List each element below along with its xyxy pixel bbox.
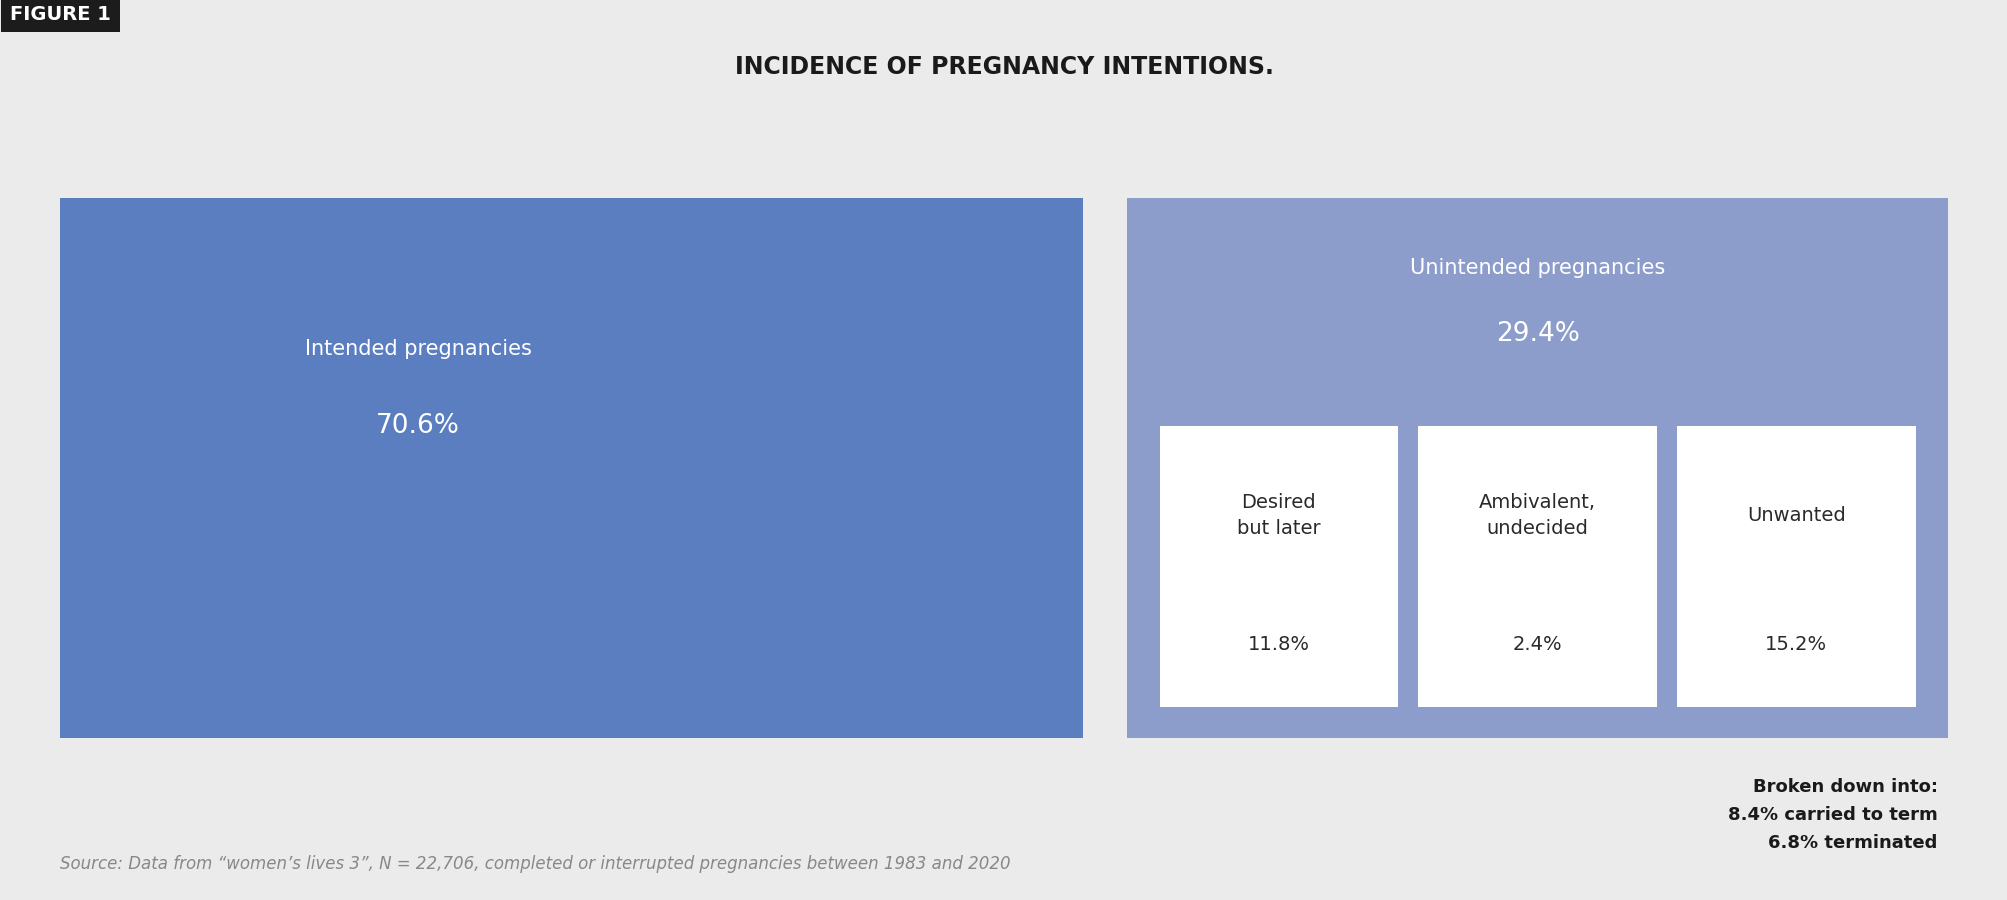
Text: FIGURE 1: FIGURE 1 (10, 4, 110, 23)
FancyBboxPatch shape (60, 198, 1082, 738)
Text: INCIDENCE OF PREGNANCY INTENTIONS.: INCIDENCE OF PREGNANCY INTENTIONS. (735, 56, 1272, 79)
Text: 11.8%: 11.8% (1246, 635, 1309, 654)
Text: Source: Data from “women’s lives 3”, N = 22,706, completed or interrupted pregna: Source: Data from “women’s lives 3”, N =… (60, 855, 1010, 873)
Text: Intended pregnancies: Intended pregnancies (305, 339, 532, 359)
Text: 2.4%: 2.4% (1511, 635, 1561, 654)
Text: Unwanted: Unwanted (1746, 506, 1844, 525)
FancyBboxPatch shape (1676, 426, 1915, 706)
Text: Broken down into:
8.4% carried to term
6.8% terminated: Broken down into: 8.4% carried to term 6… (1728, 778, 1937, 852)
Text: Ambivalent,
undecided: Ambivalent, undecided (1479, 493, 1596, 538)
FancyBboxPatch shape (1417, 426, 1656, 706)
FancyBboxPatch shape (1126, 198, 1947, 738)
Text: 15.2%: 15.2% (1764, 635, 1826, 654)
Text: Unintended pregnancies: Unintended pregnancies (1409, 258, 1664, 278)
Text: Desired
but later: Desired but later (1236, 493, 1321, 538)
Text: 70.6%: 70.6% (375, 413, 460, 438)
FancyBboxPatch shape (1158, 426, 1397, 706)
Text: 29.4%: 29.4% (1495, 321, 1580, 347)
